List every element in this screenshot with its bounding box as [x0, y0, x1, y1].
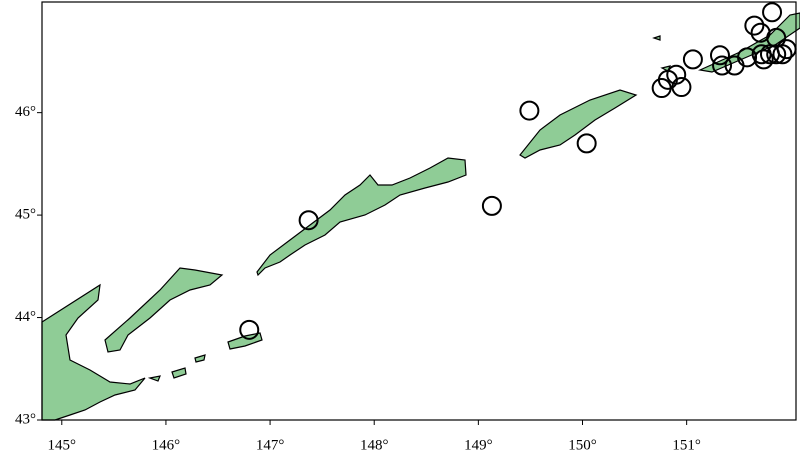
x-tick-label: 150° — [568, 437, 597, 453]
epicenter — [712, 55, 733, 76]
x-tick-label: 147° — [256, 437, 285, 453]
x-tick-label: 148° — [360, 437, 389, 453]
island — [41, 283, 146, 421]
islands — [41, 12, 800, 421]
y-tick-label: 45° — [15, 207, 36, 223]
island — [256, 157, 467, 277]
epicenter — [766, 44, 787, 65]
x-tick-label: 146° — [152, 437, 181, 453]
epicenter — [753, 49, 774, 70]
island — [147, 375, 161, 382]
epicenter — [666, 64, 687, 85]
island — [194, 354, 206, 363]
epicenter — [776, 39, 797, 60]
frame — [41, 1, 797, 421]
y-tick-label: 46° — [15, 104, 36, 120]
epicenter — [481, 195, 502, 216]
island — [519, 89, 638, 159]
epicenter — [239, 319, 260, 340]
epicenter — [671, 77, 692, 98]
x-tick-label: 151° — [672, 437, 701, 453]
epicenter — [298, 210, 319, 231]
island — [652, 35, 661, 41]
island — [104, 267, 224, 353]
epicenter — [682, 49, 703, 70]
epicenter — [737, 47, 758, 68]
epicenter — [762, 2, 783, 23]
x-tick-label: 145° — [48, 437, 77, 453]
epicenter — [744, 15, 765, 36]
epicenter — [772, 44, 793, 65]
y-tick-label: 43° — [15, 411, 36, 427]
x-tick-label: 149° — [464, 437, 493, 453]
y-tick-label: 44° — [15, 309, 36, 325]
epicenter — [519, 100, 540, 121]
epicenter — [576, 133, 597, 154]
island — [171, 367, 187, 379]
epicenter — [709, 45, 730, 66]
